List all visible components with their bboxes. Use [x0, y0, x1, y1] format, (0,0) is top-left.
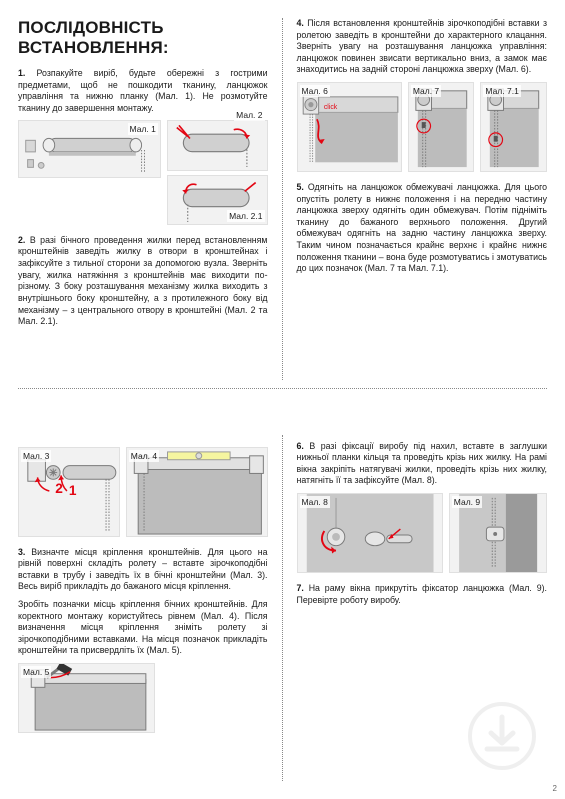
step-5-text: 5. Одягніть на ланцюжок обмежувачі ланцю…	[297, 182, 548, 275]
fig-1-label: Мал. 1	[128, 123, 158, 135]
cell-top-left: ПОСЛІДОВНІСТЬ ВСТАНОВЛЕННЯ: 1. Розпакуйт…	[18, 18, 283, 380]
cell-bottom-left: Мал. 3 2 1 Мал. 4	[18, 435, 283, 781]
fig-9-label: Мал. 9	[452, 496, 482, 508]
fig-row-1: Мал. 1 Мал. 2	[18, 120, 268, 224]
svg-text:click: click	[323, 104, 337, 111]
fig-5-label: Мал. 5	[21, 666, 51, 678]
figure-7: Мал. 7	[408, 82, 475, 172]
figure-9: Мал. 9	[449, 493, 547, 573]
svg-text:1: 1	[69, 483, 77, 498]
figure-2: Мал. 2	[167, 120, 268, 170]
fig-4-label: Мал. 4	[129, 450, 159, 462]
fig-7-label: Мал. 7	[411, 85, 441, 97]
fig-71-label: Мал. 7.1	[483, 85, 520, 97]
figure-1: Мал. 1	[18, 120, 161, 178]
figure-6: Мал. 6 click	[297, 82, 402, 172]
figure-2-1: Мал. 2.1	[167, 175, 268, 225]
step-2-text: 2. В разі бічного проведення жилки перед…	[18, 235, 268, 328]
step-4-text: 4. Після встановлення кронштейнів зірочк…	[297, 18, 548, 76]
figure-8: Мал. 8	[297, 493, 443, 573]
fig-21-label: Мал. 2.1	[227, 210, 264, 222]
fig-row-8-9: Мал. 8 Мал. 9	[297, 493, 548, 573]
step-6-text: 6. В разі фіксації виробу під нахил, вст…	[297, 441, 548, 487]
cell-top-right: 4. Після встановлення кронштейнів зірочк…	[283, 18, 548, 380]
fig-2-label: Мал. 2	[234, 109, 264, 121]
watermark-icon	[467, 701, 537, 771]
step-3-text-a: 3. Визначте місця кріплення кронштейнів.…	[18, 547, 268, 593]
fig-row-3-4: Мал. 3 2 1 Мал. 4	[18, 447, 268, 537]
step-1-text: 1. Розпакуйте виріб, будьте обережні з г…	[18, 68, 268, 114]
fig-8-label: Мал. 8	[300, 496, 330, 508]
fig-row-6-7: Мал. 6 click Мал. 7	[297, 82, 548, 172]
figure-3: Мал. 3 2 1	[18, 447, 120, 537]
fig-6-label: Мал. 6	[300, 85, 330, 97]
figure-7-1: Мал. 7.1	[480, 82, 547, 172]
step-7-text: 7. На раму вікна прикрутіть фіксатор лан…	[297, 583, 548, 606]
figure-5: Мал. 5	[18, 663, 155, 733]
dotted-divider-horizontal	[18, 388, 547, 389]
page-title: ПОСЛІДОВНІСТЬ ВСТАНОВЛЕННЯ:	[18, 18, 268, 58]
figure-4: Мал. 4	[126, 447, 268, 537]
fig-row-5: Мал. 5	[18, 663, 268, 733]
fig-3-label: Мал. 3	[21, 450, 51, 462]
row-sep	[18, 380, 547, 435]
page-number: 2	[553, 784, 557, 793]
step-3-text-b: Зробіть позначки місць кріплення бічних …	[18, 599, 268, 657]
